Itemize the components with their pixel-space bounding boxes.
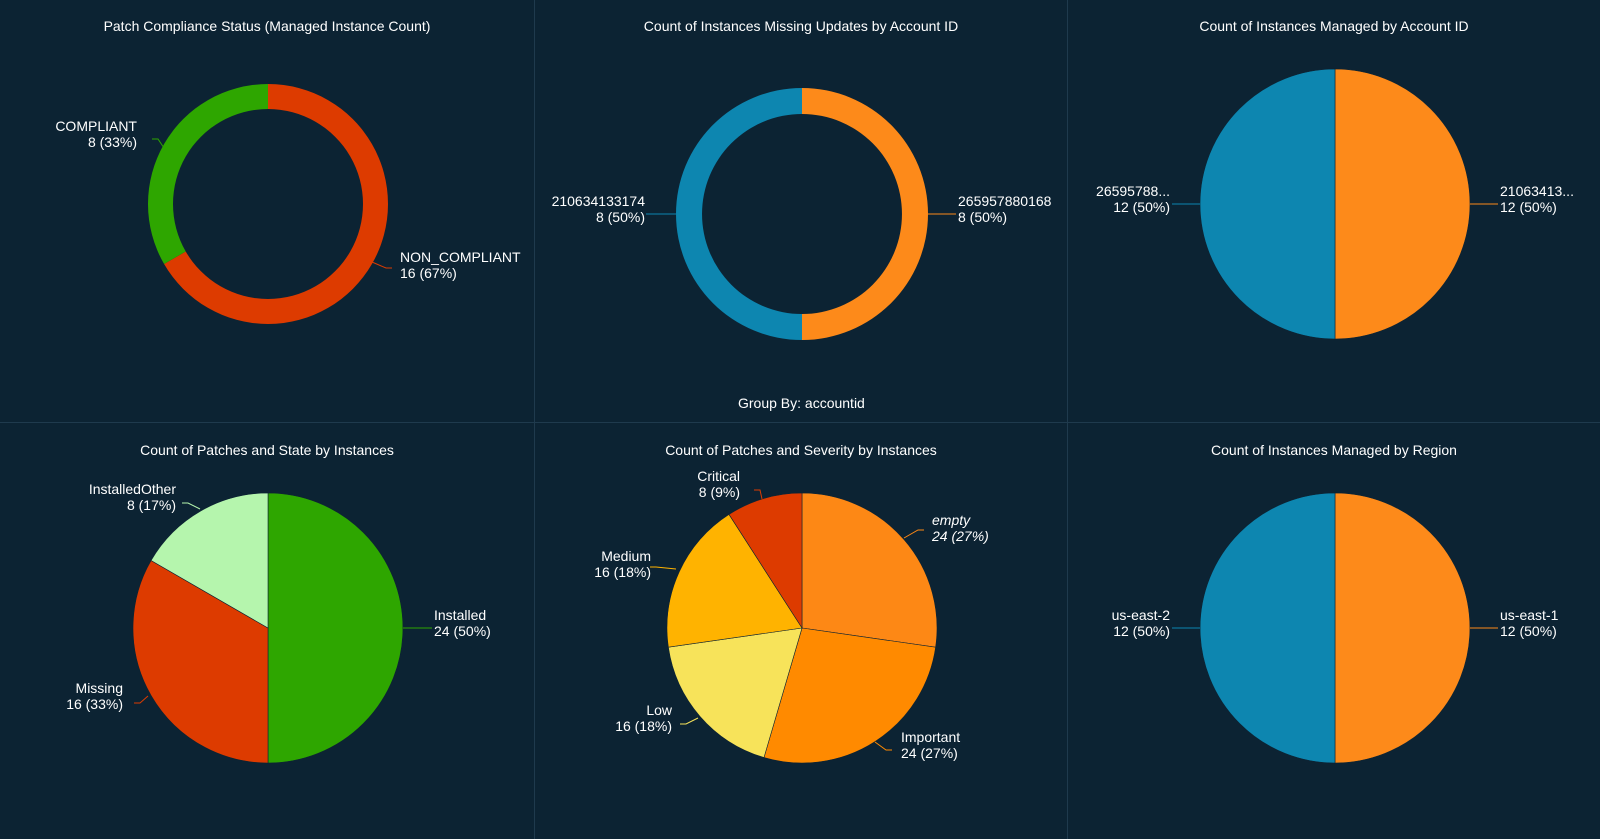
- chart-5: us-east-112 (50%)us-east-212 (50%): [1112, 492, 1559, 764]
- slice-label-important: Important: [901, 729, 960, 745]
- chart-2: 21063413...12 (50%)26595788...12 (50%): [1096, 68, 1574, 340]
- slice-value-empty: 24 (27%): [931, 528, 989, 544]
- slice-value-important: 24 (27%): [901, 745, 958, 761]
- slice-label-installedother: InstalledOther: [89, 481, 176, 497]
- slice-value-medium: 16 (18%): [594, 564, 651, 580]
- slice-value-26595788: 12 (50%): [1113, 199, 1170, 215]
- leader-line-compliant: [152, 138, 165, 149]
- slice-label-non-compliant: NON_COMPLIANT: [400, 249, 521, 265]
- slice-medium[interactable]: [666, 514, 803, 648]
- divider-horizontal: [0, 422, 1600, 423]
- chart-title-instances-by-region: Count of Instances Managed by Region: [1211, 442, 1457, 458]
- leader-line-empty: [903, 529, 924, 539]
- chart-title-patch-compliance: Patch Compliance Status (Managed Instanc…: [103, 18, 431, 34]
- slice-us-east-2[interactable]: [1199, 492, 1336, 764]
- divider-vertical-1: [534, 0, 535, 839]
- slice-value-21063413: 12 (50%): [1500, 199, 1557, 215]
- chart-title-patches-severity: Count of Patches and Severity by Instanc…: [665, 442, 937, 458]
- slice-label-26595788: 26595788...: [1096, 183, 1170, 199]
- slice-value-us-east-1: 12 (50%): [1500, 623, 1557, 639]
- leader-line-low: [680, 717, 699, 725]
- slice-value-critical: 8 (9%): [699, 484, 740, 500]
- slice-label-compliant: COMPLIANT: [55, 118, 137, 134]
- slice-label-missing: Missing: [76, 680, 123, 696]
- slice-21063413[interactable]: [1334, 68, 1471, 340]
- slice-low[interactable]: [668, 627, 803, 758]
- slice-value-missing: 16 (33%): [66, 696, 123, 712]
- slice-value-210634133174: 8 (50%): [596, 209, 645, 225]
- slice-us-east-1[interactable]: [1334, 492, 1471, 764]
- slice-26595788[interactable]: [1199, 68, 1336, 340]
- slice-label-265957880168: 265957880168: [958, 193, 1052, 209]
- slice-value-installedother: 8 (17%): [127, 497, 176, 513]
- slice-210634133174[interactable]: [676, 88, 802, 340]
- slice-value-installed: 24 (50%): [434, 623, 491, 639]
- slice-label-critical: Critical: [697, 468, 740, 484]
- leader-line-non-compliant: [371, 261, 392, 269]
- divider-vertical-2: [1067, 0, 1068, 839]
- slice-compliant[interactable]: [148, 84, 268, 264]
- slice-missing[interactable]: [132, 560, 269, 764]
- chart-title-patches-state: Count of Patches and State by Instances: [140, 442, 394, 458]
- slice-value-us-east-2: 12 (50%): [1113, 623, 1170, 639]
- chart-title-missing-updates-by-account: Count of Instances Missing Updates by Ac…: [643, 18, 959, 34]
- slice-265957880168[interactable]: [802, 88, 929, 340]
- group-by-label[interactable]: Group By: accountid: [738, 395, 865, 411]
- slice-label-21063413: 21063413...: [1500, 183, 1574, 199]
- slice-label-empty: empty: [932, 512, 971, 528]
- chart-title-instances-by-account: Count of Instances Managed by Account ID: [1199, 18, 1469, 34]
- leader-line-installedother: [182, 502, 201, 510]
- slice-empty[interactable]: [801, 492, 938, 648]
- leader-line-critical: [754, 489, 763, 500]
- slice-label-us-east-2: us-east-2: [1112, 607, 1171, 623]
- slice-value-265957880168: 8 (50%): [958, 209, 1007, 225]
- slice-value-non-compliant: 16 (67%): [400, 265, 457, 281]
- leader-line-missing: [134, 695, 149, 704]
- slice-value-compliant: 8 (33%): [88, 134, 137, 150]
- slice-installedother[interactable]: [150, 492, 269, 629]
- slice-label-medium: Medium: [601, 548, 651, 564]
- slice-critical[interactable]: [728, 492, 803, 630]
- slice-installed[interactable]: [267, 492, 404, 764]
- slice-label-low: Low: [646, 702, 673, 718]
- leader-line-important: [874, 741, 892, 751]
- slice-important[interactable]: [763, 627, 936, 764]
- slice-label-installed: Installed: [434, 607, 486, 623]
- slice-value-low: 16 (18%): [615, 718, 672, 734]
- slice-label-210634133174: 210634133174: [552, 193, 646, 209]
- slice-label-us-east-1: us-east-1: [1500, 607, 1559, 623]
- leader-line-medium: [650, 566, 677, 570]
